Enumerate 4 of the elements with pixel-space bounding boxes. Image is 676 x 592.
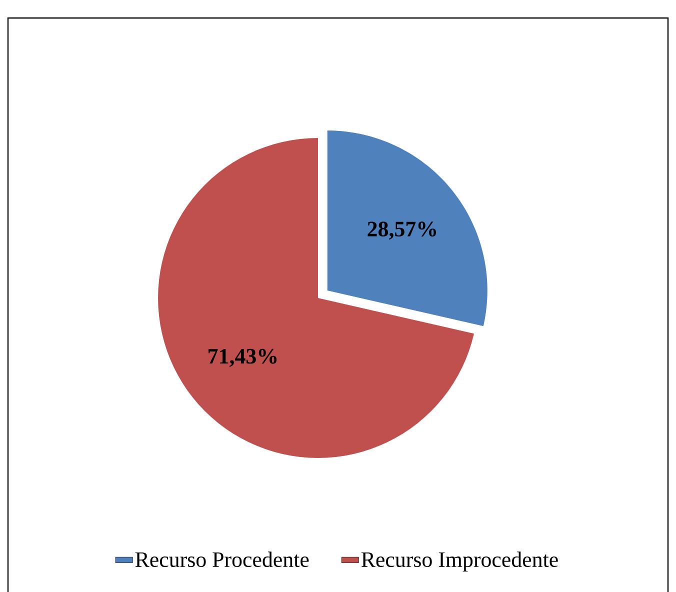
data-label: 71,43% [208,348,277,367]
legend-label: Recurso Improcedente [361,552,558,572]
data-label: 28,57% [368,222,436,240]
legend-label: Recurso Procedente [135,552,309,568]
